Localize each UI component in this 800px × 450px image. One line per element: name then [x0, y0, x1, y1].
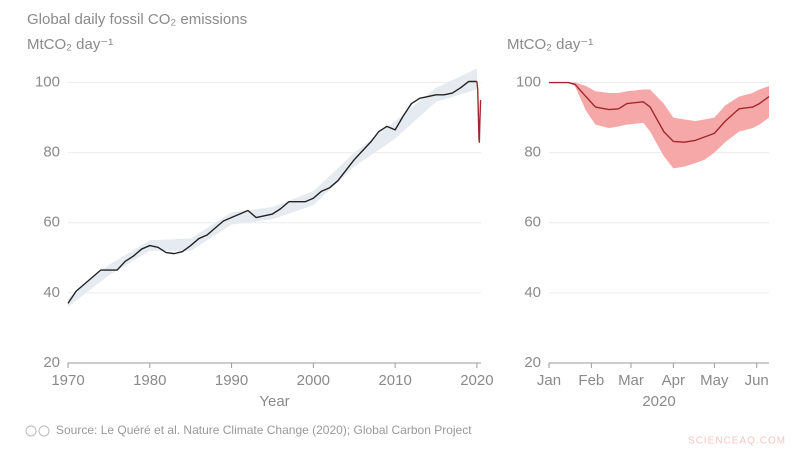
y-tick-label: 80 [524, 144, 541, 161]
y-tick-label: 60 [524, 214, 541, 231]
x-tick-label: 2000 [297, 372, 330, 389]
x-tick-label: Mar [618, 372, 644, 389]
x-tick-label: 1970 [51, 372, 84, 389]
uncertainty-band [549, 82, 769, 169]
y-tick-label: 20 [43, 354, 60, 371]
y-tick-label: 40 [43, 284, 60, 301]
y-axis-label: MtCO₂ day⁻¹ [507, 36, 593, 53]
x-tick-label: 2010 [378, 372, 411, 389]
x-tick-label: 1980 [133, 372, 166, 389]
y-tick-label: 100 [516, 74, 541, 91]
y-tick-label: 40 [524, 284, 541, 301]
y-tick-label: 100 [35, 74, 60, 91]
x-tick-label: 1990 [215, 372, 248, 389]
source-note: Source: Le Quéré et al. Nature Climate C… [56, 423, 472, 437]
uncertainty-band [68, 68, 477, 307]
data-line [549, 81, 770, 143]
data-line [67, 80, 477, 304]
x-tick-label: May [700, 372, 729, 389]
x-tick-label: Jun [745, 372, 769, 389]
x-tick-label: Apr [662, 372, 685, 389]
watermark: SCIENCEAQ.COM [688, 436, 786, 447]
chart-title: Global daily fossil CO₂ emissions [27, 11, 247, 28]
y-axis-label: MtCO₂ day⁻¹ [27, 36, 113, 53]
x-tick-label: 2020 [460, 372, 493, 389]
x-tick-label: Jan [537, 372, 561, 389]
y-tick-label: 60 [43, 214, 60, 231]
license-icons [25, 425, 50, 437]
data-line [476, 81, 482, 143]
x-axis-label: 2020 [642, 393, 675, 410]
x-tick-label: Feb [578, 372, 604, 389]
y-tick-label: 20 [524, 354, 541, 371]
y-tick-label: 80 [43, 144, 60, 161]
x-axis-label: Year [259, 393, 289, 410]
